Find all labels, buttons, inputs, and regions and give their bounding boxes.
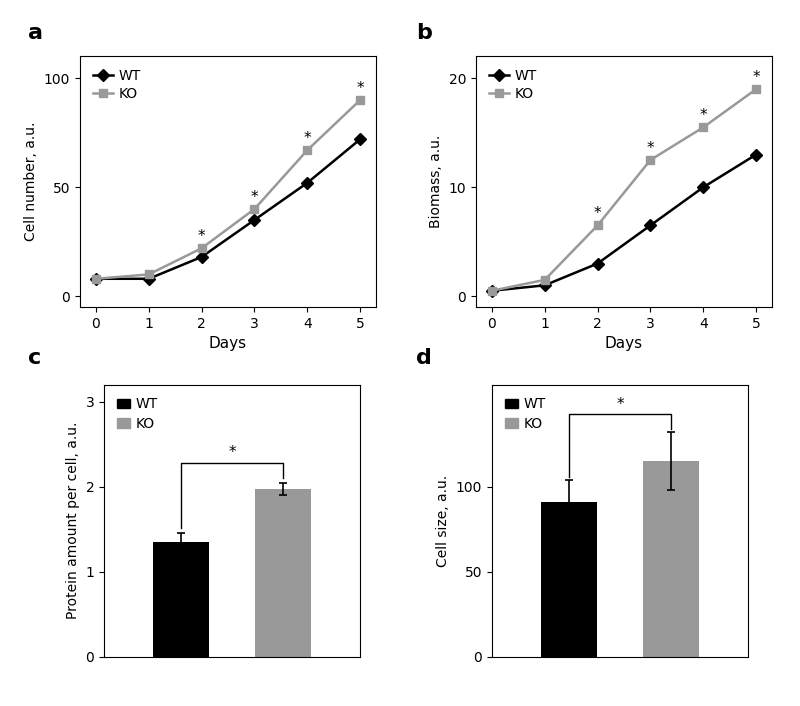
Line: KO: KO (488, 85, 760, 295)
Text: c: c (28, 347, 42, 368)
WT (250, 216, 259, 225)
KO (91, 275, 101, 283)
Legend: WT, KO: WT, KO (87, 64, 146, 107)
KO (751, 85, 761, 93)
Text: *: * (228, 445, 236, 460)
Text: b: b (416, 23, 432, 43)
Text: *: * (303, 131, 311, 146)
Text: *: * (198, 229, 206, 244)
Bar (153, 542, 209, 657)
Bar (541, 502, 597, 657)
KO (302, 146, 312, 155)
KO (540, 275, 550, 284)
WT (144, 275, 154, 283)
KO (593, 221, 602, 229)
Y-axis label: Protein amount per cell, a.u.: Protein amount per cell, a.u. (66, 422, 80, 619)
X-axis label: Days: Days (605, 336, 643, 352)
WT (698, 183, 708, 191)
Line: WT: WT (488, 150, 760, 295)
X-axis label: Days: Days (209, 336, 247, 352)
Legend: WT, KO: WT, KO (111, 392, 164, 436)
WT (646, 221, 655, 229)
Y-axis label: Cell size, a.u.: Cell size, a.u. (436, 474, 450, 567)
KO (355, 96, 365, 104)
WT (593, 259, 602, 268)
WT (302, 179, 312, 187)
KO (646, 156, 655, 164)
Text: *: * (646, 140, 654, 155)
Text: *: * (250, 190, 258, 205)
Legend: WT, KO: WT, KO (499, 392, 552, 436)
Y-axis label: Biomass, a.u.: Biomass, a.u. (429, 135, 443, 229)
Text: a: a (28, 23, 43, 43)
Legend: WT, KO: WT, KO (483, 64, 542, 107)
Text: *: * (356, 80, 364, 96)
Text: *: * (616, 397, 624, 412)
WT (91, 275, 101, 283)
Y-axis label: Cell number, a.u.: Cell number, a.u. (24, 122, 38, 241)
WT (751, 150, 761, 159)
WT (487, 287, 497, 295)
Text: d: d (416, 347, 432, 368)
Line: WT: WT (92, 135, 364, 283)
WT (197, 253, 206, 261)
Line: KO: KO (92, 96, 364, 283)
KO (250, 205, 259, 213)
KO (698, 123, 708, 131)
KO (197, 244, 206, 253)
Text: *: * (699, 108, 707, 123)
KO (144, 270, 154, 279)
Bar (643, 461, 699, 657)
Text: *: * (752, 70, 760, 85)
WT (355, 135, 365, 143)
KO (487, 287, 497, 295)
Bar (255, 489, 311, 657)
Text: *: * (594, 206, 602, 221)
WT (540, 281, 550, 289)
